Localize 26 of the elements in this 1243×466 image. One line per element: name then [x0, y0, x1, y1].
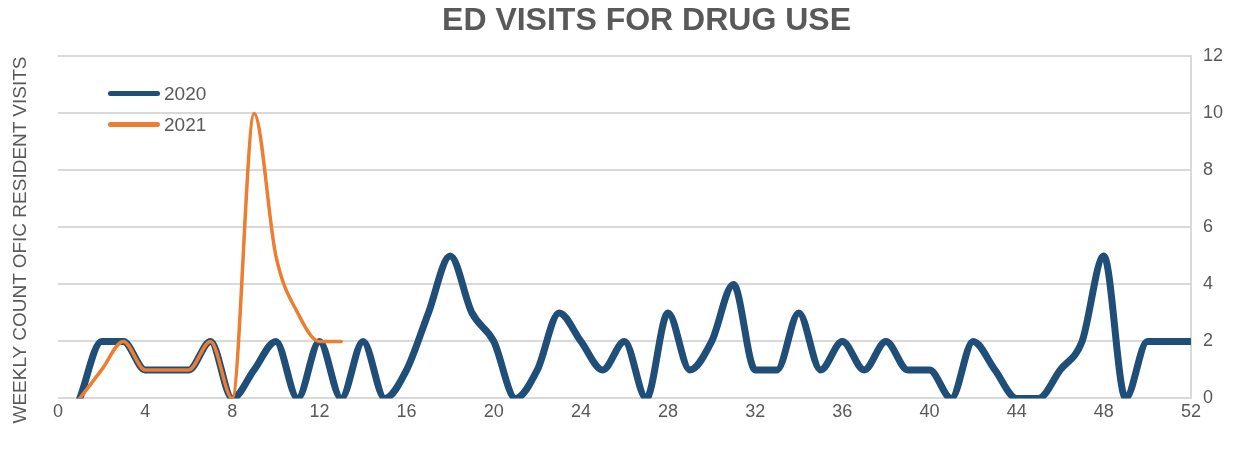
- x-tick-label: 4: [140, 401, 151, 422]
- x-tick-label: 0: [52, 401, 64, 422]
- x-tick-label: 16: [396, 401, 417, 422]
- x-tick-label: 44: [1006, 401, 1027, 422]
- y-tick-label: 10: [1202, 102, 1224, 123]
- x-tick-label: 20: [483, 401, 504, 422]
- y-axis-title: WEEKLY COUNT OFIC RESIDENT VISITS: [9, 56, 31, 424]
- x-tick-label: 36: [832, 401, 853, 422]
- x-tick-label: 12: [309, 401, 330, 422]
- chart-title: ED VISITS FOR DRUG USE: [442, 1, 851, 38]
- y-tick-label: 0: [1202, 387, 1213, 408]
- x-tick-label: 40: [919, 401, 940, 422]
- y-tick-label: 12: [1202, 45, 1224, 66]
- x-tick-label: 52: [1180, 401, 1201, 422]
- y-tick-label: 4: [1202, 273, 1213, 294]
- x-tick-label: 28: [658, 401, 679, 422]
- y-tick-label: 8: [1202, 159, 1213, 180]
- legend-label: 2020: [164, 82, 207, 105]
- x-tick-label: 48: [1093, 401, 1114, 422]
- line-series: [78, 111, 343, 399]
- y-tick-label: 2: [1202, 330, 1213, 351]
- x-tick-label: 32: [745, 401, 766, 422]
- y-tick-label: 6: [1202, 216, 1213, 237]
- x-tick-label: 24: [570, 401, 591, 422]
- x-tick-label: 8: [227, 401, 238, 422]
- legend-label: 2021: [164, 113, 207, 136]
